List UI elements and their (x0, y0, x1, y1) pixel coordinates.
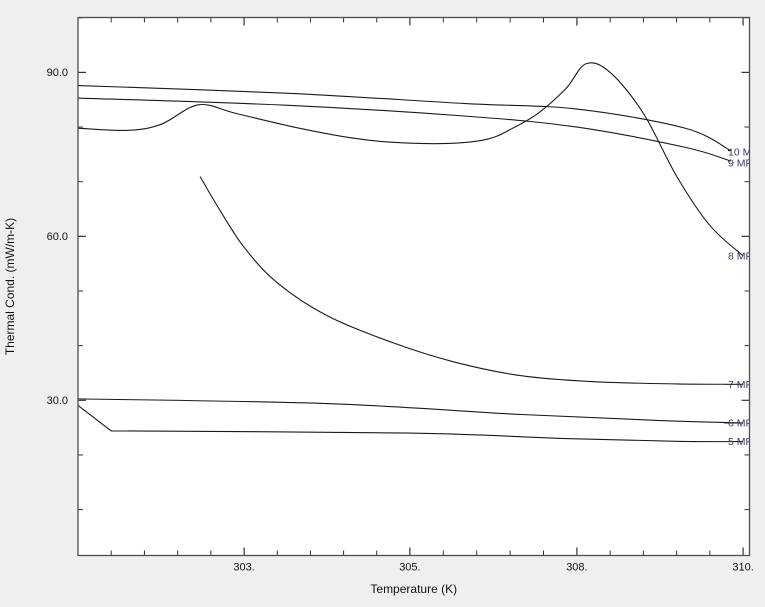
svg-text:90.0: 90.0 (47, 67, 68, 79)
svg-text:7 MF: 7 MF (728, 379, 752, 391)
svg-text:303.: 303. (233, 562, 254, 574)
svg-text:30.0: 30.0 (47, 395, 68, 407)
svg-text:Thermal Cond. (mW/m-K): Thermal Cond. (mW/m-K) (3, 218, 17, 355)
svg-text:310.: 310. (732, 562, 753, 574)
svg-text:305.: 305. (399, 562, 420, 574)
svg-text:6 MF: 6 MF (728, 417, 752, 429)
svg-text:308.: 308. (566, 562, 587, 574)
svg-text:5 MF: 5 MF (728, 436, 752, 448)
svg-text:9 MF: 9 MF (728, 158, 752, 170)
svg-text:8 MF: 8 MF (728, 250, 752, 262)
svg-text:60.0: 60.0 (47, 231, 68, 243)
svg-text:Temperature (K): Temperature (K) (370, 582, 457, 596)
